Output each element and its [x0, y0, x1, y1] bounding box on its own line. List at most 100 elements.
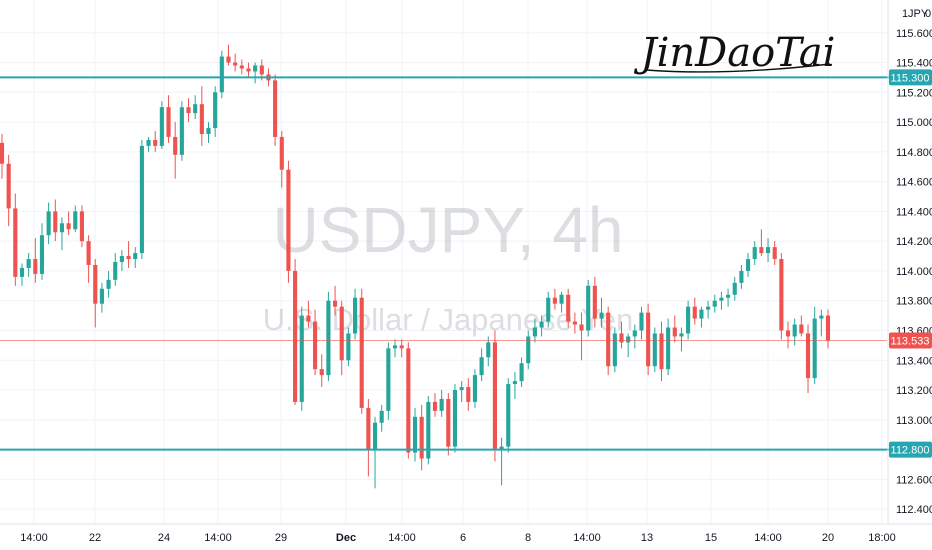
- candle-body: [79, 211, 85, 242]
- price-tick-label: 112.400: [896, 504, 932, 516]
- candle: [819, 309, 824, 337]
- candle-body: [159, 107, 164, 146]
- candle-body: [812, 318, 817, 379]
- candle-body: [0, 142, 5, 164]
- price-tick-label: 115.400: [896, 58, 932, 70]
- candle-body: [153, 139, 158, 146]
- candle: [739, 264, 744, 289]
- candle-body: [646, 312, 651, 367]
- candle: [679, 327, 684, 352]
- horizontal-levels[interactable]: [0, 76, 932, 451]
- time-tick-label: 24: [158, 532, 170, 544]
- candle-body: [206, 128, 211, 134]
- candle: [452, 384, 458, 453]
- candle-body: [346, 333, 351, 361]
- candle: [159, 101, 164, 149]
- candle: [732, 276, 737, 301]
- candle-body: [126, 256, 131, 260]
- candle: [432, 393, 438, 417]
- candle: [293, 259, 298, 405]
- candle: [372, 416, 378, 489]
- candle: [246, 62, 251, 78]
- candle-body: [239, 65, 244, 69]
- candle-body: [719, 297, 724, 301]
- time-tick-label: 14:00: [388, 532, 416, 544]
- candle-body: [446, 398, 451, 447]
- candle-body: [426, 401, 431, 459]
- candle: [626, 333, 631, 358]
- candle-body: [566, 294, 571, 322]
- candle-body: [19, 267, 25, 277]
- candle-body: [672, 327, 677, 337]
- level-price-label: [889, 69, 932, 86]
- candle: [19, 263, 25, 286]
- symbol-watermark: USDJPY, 4h: [273, 194, 624, 266]
- candle-body: [392, 345, 398, 349]
- candle: [26, 253, 31, 277]
- candle: [706, 300, 711, 319]
- candle: [213, 86, 218, 137]
- time-tick-label: 13: [641, 532, 653, 544]
- candle-body: [273, 80, 278, 137]
- candle-body: [772, 247, 777, 260]
- candle: [799, 315, 804, 337]
- candle-body: [259, 65, 264, 75]
- time-axis[interactable]: 14:00 22 24 14:00 29 Dec 14:00 6 8 14:00 13 15 14:00…: [20, 532, 896, 544]
- candle: [566, 288, 571, 328]
- candle: [686, 300, 691, 340]
- candle: [572, 312, 577, 334]
- candle-body: [193, 104, 198, 114]
- price-tick-label: 115.000: [896, 117, 932, 129]
- currency-badge[interactable]: 1 JPY 0: [902, 8, 931, 20]
- candle-body: [379, 410, 384, 423]
- candle: [273, 74, 278, 146]
- candle: [719, 291, 724, 310]
- candle: [646, 303, 651, 376]
- time-tick-label: 14:00: [204, 532, 232, 544]
- candle: [33, 238, 38, 283]
- candle: [519, 357, 524, 388]
- candle: [206, 122, 211, 143]
- candle-body: [606, 312, 611, 367]
- candle-body: [412, 416, 418, 453]
- candle: [6, 154, 11, 227]
- candle-body: [279, 136, 284, 170]
- candle-body: [539, 321, 544, 328]
- candle-body: [106, 279, 111, 289]
- time-tick-label: 22: [89, 532, 101, 544]
- time-tick-label: Dec: [336, 532, 356, 544]
- candle-body: [546, 297, 551, 322]
- signature-text: JinDaoTai: [634, 30, 836, 76]
- candle: [352, 288, 358, 340]
- candle: [726, 288, 731, 307]
- candle: [805, 324, 811, 393]
- candle: [193, 95, 198, 120]
- candle-body: [26, 259, 31, 268]
- candle: [512, 372, 517, 399]
- candle: [233, 53, 238, 72]
- candle-body: [732, 282, 737, 295]
- candle: [672, 315, 677, 343]
- candle: [619, 321, 624, 349]
- candle-body: [792, 324, 797, 337]
- candle: [53, 199, 58, 242]
- candle-body: [386, 348, 391, 411]
- candle: [712, 294, 717, 313]
- candle-body: [626, 336, 631, 343]
- candle: [379, 404, 384, 432]
- candle: [66, 211, 71, 236]
- candle-body: [53, 211, 58, 233]
- candle: [113, 253, 118, 286]
- candle: [173, 122, 178, 179]
- candle: [506, 378, 511, 453]
- level-price-label-text: 112.800: [891, 445, 930, 457]
- candle: [659, 321, 664, 382]
- candle-body: [293, 270, 298, 402]
- price-axis-labels: 115.300 112.800 113.533: [889, 69, 932, 458]
- price-tick-label: 114.200: [896, 236, 932, 248]
- candle-body: [666, 327, 671, 370]
- candle-body: [286, 169, 291, 271]
- candle: [199, 86, 204, 146]
- candle: [632, 324, 637, 349]
